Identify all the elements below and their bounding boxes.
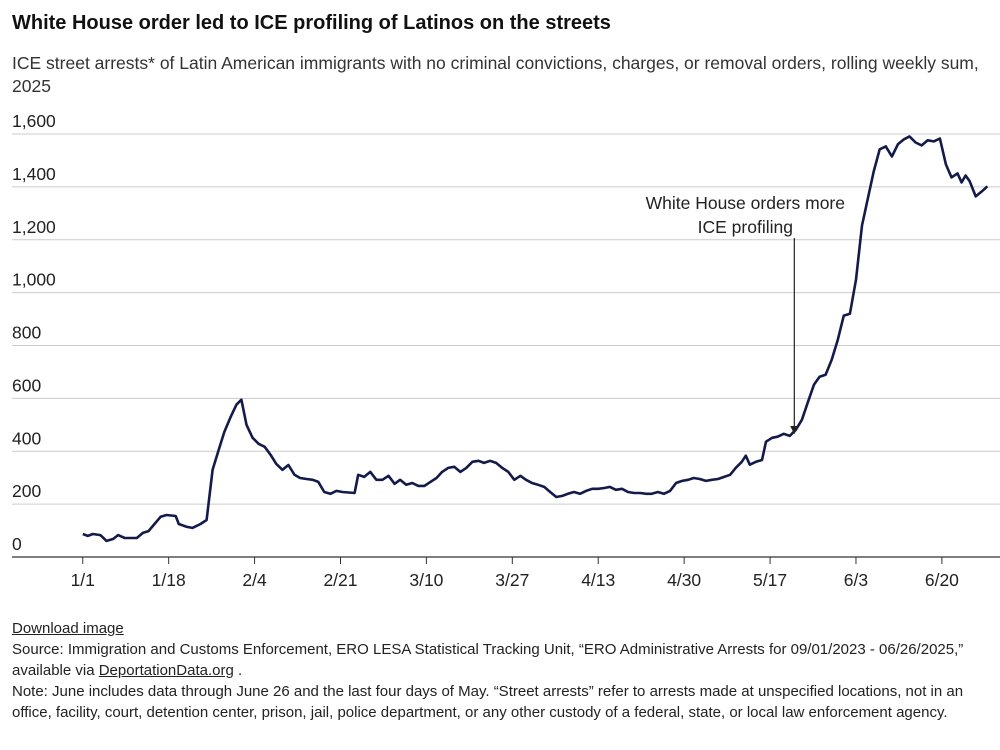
source: Source: Immigration and Customs Enforcem… bbox=[12, 639, 990, 681]
x-tick-label: 4/30 bbox=[667, 570, 701, 590]
x-tick-label: 2/4 bbox=[242, 570, 267, 590]
annotation-text: White House orders more bbox=[646, 193, 845, 213]
x-tick-label: 3/27 bbox=[495, 570, 529, 590]
y-tick-label: 0 bbox=[12, 534, 22, 554]
source-link[interactable]: DeportationData.org bbox=[98, 662, 234, 679]
y-tick-label: 1,600 bbox=[12, 111, 56, 131]
y-tick-label: 400 bbox=[12, 428, 41, 448]
x-tick-label: 5/17 bbox=[753, 570, 787, 590]
download-link[interactable]: Download image bbox=[12, 620, 124, 637]
y-tick-label: 1,000 bbox=[12, 270, 56, 290]
source-end: . bbox=[233, 662, 243, 679]
y-tick-label: 1,200 bbox=[12, 217, 56, 237]
note: Note: June includes data through June 26… bbox=[12, 683, 964, 721]
x-tick-label: 1/18 bbox=[152, 570, 186, 590]
x-tick-label: 2/21 bbox=[323, 570, 357, 590]
chart-subtitle: ICE street arrests* of Latin American im… bbox=[12, 53, 979, 96]
x-tick-label: 1/1 bbox=[71, 570, 95, 590]
x-tick-label: 6/3 bbox=[844, 570, 868, 590]
x-tick-label: 3/10 bbox=[409, 570, 443, 590]
x-tick-label: 4/13 bbox=[581, 570, 615, 590]
y-tick-label: 800 bbox=[12, 323, 41, 343]
source-text: Source: Immigration and Customs Enforcem… bbox=[12, 641, 964, 679]
annotation-text: ICE profiling bbox=[698, 217, 793, 237]
x-tick-label: 6/20 bbox=[925, 570, 959, 590]
y-tick-label: 200 bbox=[12, 481, 41, 501]
series-line bbox=[82, 135, 989, 543]
footer: Download image Source: Immigration and C… bbox=[12, 618, 990, 723]
y-tick-label: 1,400 bbox=[12, 164, 56, 184]
chart-title: White House order led to ICE profiling o… bbox=[12, 12, 611, 34]
y-tick-label: 600 bbox=[12, 375, 41, 395]
